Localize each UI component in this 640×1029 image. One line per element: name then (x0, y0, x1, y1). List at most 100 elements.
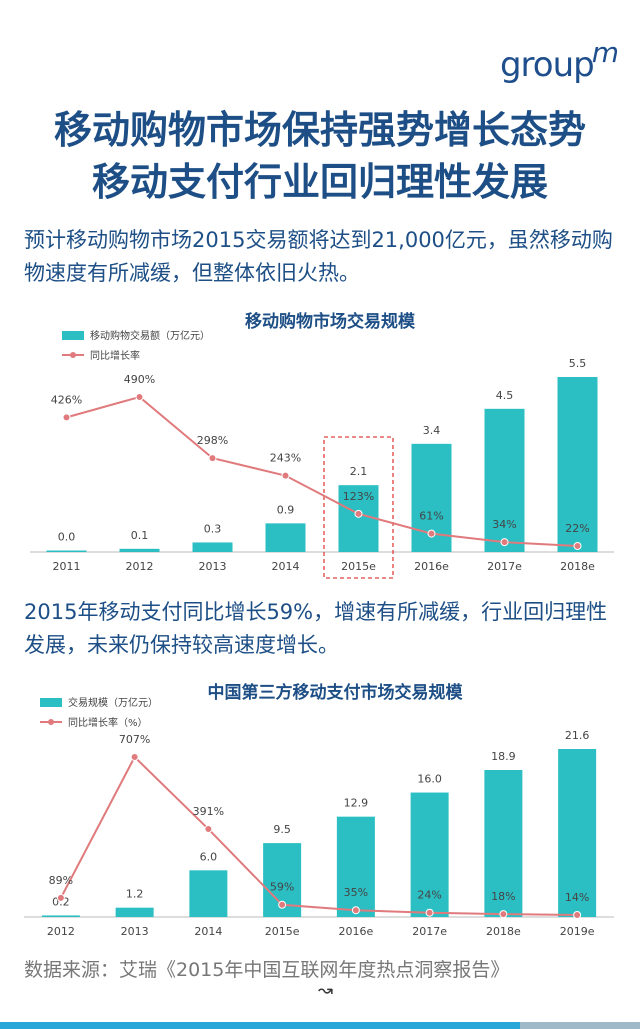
x-tick-label: 2014 (194, 925, 222, 938)
bar (410, 792, 449, 917)
growth-label: 391% (193, 805, 224, 818)
legend-line-marker (70, 352, 76, 358)
x-tick-label: 2011 (53, 560, 81, 573)
growth-point (500, 538, 509, 547)
growth-label: 34% (492, 518, 516, 531)
x-tick-label: 2013 (121, 925, 149, 938)
growth-label: 22% (565, 522, 589, 535)
growth-label: 14% (565, 891, 589, 904)
bar (119, 548, 160, 552)
bar-value-label: 12.9 (344, 797, 369, 810)
bar-value-label: 21.6 (565, 729, 590, 742)
bar (46, 550, 87, 552)
payment-description: 2015年移动支付同比增长59%，增速有所减缓，行业回归理性发展，未来仍保持较高… (24, 600, 608, 657)
footer-bar-accent (520, 1022, 640, 1029)
x-tick-label: 2018e (486, 925, 521, 938)
bar-value-label: 3.4 (423, 424, 441, 437)
growth-point (425, 908, 434, 917)
x-tick-label: 2017e (412, 925, 447, 938)
legend-bar-swatch (40, 698, 62, 707)
chart-title: 移动购物市场交易规模 (245, 311, 416, 332)
growth-point (351, 906, 360, 915)
bar (557, 377, 598, 552)
growth-point (130, 753, 139, 761)
legend-bar-label: 移动购物交易额（万亿元） (90, 329, 210, 342)
legend-line-label: 同比增长率 (90, 349, 140, 362)
x-tick-label: 2018e (560, 560, 595, 573)
growth-label: 298% (197, 434, 228, 447)
legend-bar-swatch (62, 331, 84, 340)
growth-point (62, 413, 71, 422)
growth-label: 35% (344, 886, 368, 899)
legend-line-marker (48, 719, 54, 725)
bar (338, 485, 379, 552)
x-tick-label: 2012 (47, 925, 75, 938)
growth-point (427, 529, 436, 538)
bar-value-label: 0.3 (204, 522, 222, 535)
growth-label: 24% (417, 889, 441, 902)
bar (41, 915, 80, 917)
growth-label: 89% (49, 874, 73, 887)
bar-value-label: 0.2 (52, 895, 70, 908)
footer-bar (0, 1022, 640, 1029)
bar-value-label: 5.5 (569, 357, 587, 370)
x-tick-label: 2019e (560, 925, 595, 938)
bar-value-label: 1.2 (126, 888, 144, 901)
growth-point (499, 910, 508, 919)
growth-label: 243% (270, 452, 301, 465)
growth-label: 59% (270, 881, 294, 894)
chart-title: 中国第三方移动支付市场交易规模 (208, 682, 464, 703)
bar (115, 907, 154, 917)
headline-line-1: 移动购物市场保持强势增长态势 (53, 108, 586, 152)
bar-value-label: 2.1 (350, 465, 368, 478)
x-tick-label: 2014 (272, 560, 300, 573)
x-tick-label: 2015e (341, 560, 376, 573)
growth-point (354, 509, 363, 518)
bar-value-label: 0.9 (277, 503, 295, 516)
growth-point (208, 454, 217, 463)
growth-label: 123% (343, 490, 374, 503)
growth-point (135, 393, 144, 401)
growth-point (573, 542, 582, 550)
bar-value-label: 9.5 (273, 823, 291, 836)
bar (484, 770, 523, 917)
growth-label: 18% (491, 890, 515, 903)
growth-line (66, 395, 578, 547)
market-description: 预计移动购物市场2015交易额将达到21,000亿元，虽然移动购物速度有所减缓，… (24, 228, 613, 285)
growth-point (204, 825, 213, 834)
headline-line-2: 移动支付行业回归理性发展 (91, 160, 548, 204)
bar-value-label: 0.0 (58, 531, 76, 544)
growth-label: 707% (119, 733, 150, 746)
bar-value-label: 6.0 (200, 850, 218, 863)
bar (558, 749, 597, 917)
growth-label: 490% (124, 373, 155, 386)
x-tick-label: 2015e (265, 925, 300, 938)
growth-point (278, 900, 287, 909)
x-tick-label: 2013 (199, 560, 227, 573)
bar-value-label: 18.9 (491, 750, 516, 763)
legend-bar-label: 交易规模（万亿元） (68, 696, 158, 709)
x-tick-label: 2016e (414, 560, 449, 573)
growth-line (59, 755, 578, 916)
bar-value-label: 0.1 (131, 529, 149, 542)
bar (336, 816, 375, 917)
groupm-logo: groupm (499, 36, 619, 85)
growth-point (281, 471, 290, 480)
bar (265, 523, 306, 552)
growth-point (573, 911, 582, 919)
x-tick-label: 2012 (126, 560, 154, 573)
bar (192, 542, 233, 552)
bar-value-label: 16.0 (417, 773, 442, 786)
growth-label: 61% (419, 510, 443, 523)
bar (484, 408, 525, 552)
legend-line-label: 同比增长率（%） (68, 716, 148, 729)
swirl-icon: ↝ (318, 980, 334, 1001)
bar-value-label: 4.5 (496, 389, 514, 402)
x-tick-label: 2016e (338, 925, 373, 938)
data-source: 数据来源：艾瑞《2015年中国互联网年度热点洞察报告》 (24, 959, 510, 981)
growth-point (56, 893, 65, 902)
bar (189, 870, 228, 917)
growth-label: 426% (51, 393, 82, 406)
